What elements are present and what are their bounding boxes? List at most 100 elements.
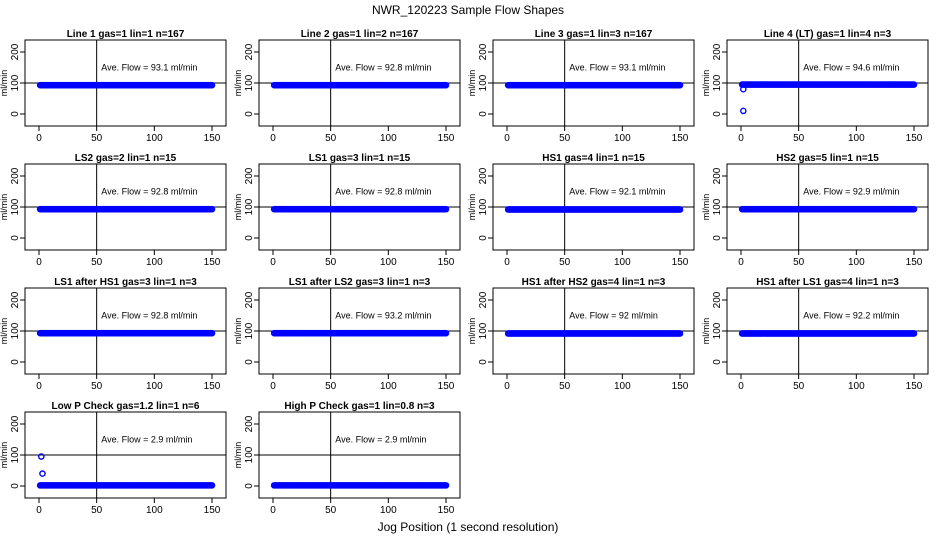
y-axis-label: ml/min <box>467 194 477 221</box>
panel-3: Line 3 gas=1 lin=3 n=167 0 50 100 150 0 100 200… <box>467 29 695 144</box>
x-tick-label: 150 <box>906 257 923 268</box>
y-tick-label: 100 <box>478 322 489 339</box>
x-tick-label: 50 <box>793 257 805 268</box>
y-axis-label: ml/min <box>233 194 243 221</box>
panel-4: Line 4 (LT) gas=1 lin=4 n=3 0 50 100 150 0 100… <box>701 29 929 144</box>
panel-title: HS2 gas=5 lin=1 n=15 <box>776 153 879 164</box>
data-points <box>36 205 216 213</box>
ave-flow-annotation: Ave. Flow = 2.9 ml/min <box>101 435 192 445</box>
y-tick-label: 100 <box>244 322 255 339</box>
y-tick-label: 200 <box>244 291 255 308</box>
y-tick-label: 100 <box>10 74 21 91</box>
panel-title: Low P Check gas=1.2 lin=1 n=6 <box>52 401 200 412</box>
y-axis-label: ml/min <box>0 70 9 97</box>
x-tick-label: 150 <box>672 381 689 392</box>
x-tick-label: 50 <box>91 505 103 516</box>
data-point <box>208 81 216 89</box>
y-tick-label: 200 <box>244 43 255 60</box>
y-tick-label: 200 <box>244 167 255 184</box>
x-tick-label: 150 <box>672 257 689 268</box>
y-tick-label: 200 <box>478 167 489 184</box>
panel-title: LS1 after LS2 gas=3 lin=1 n=3 <box>289 277 431 288</box>
ave-flow-annotation: Ave. Flow = 92.8 ml/min <box>335 187 431 197</box>
panel-12: HS1 after LS1 gas=4 lin=1 n=3 0 50 100 150 0 1… <box>701 277 929 392</box>
data-point-outlier <box>740 107 747 115</box>
y-tick-label: 200 <box>10 291 21 308</box>
data-points <box>36 329 216 337</box>
data-point-outlier <box>740 85 747 93</box>
y-tick-label: 100 <box>10 446 21 463</box>
x-tick-label: 100 <box>614 257 631 268</box>
x-tick-label: 50 <box>325 505 337 516</box>
y-tick-label: 200 <box>712 291 723 308</box>
y-tick-label: 100 <box>244 74 255 91</box>
x-tick-label: 100 <box>146 133 163 144</box>
x-tick-label: 100 <box>380 133 397 144</box>
panel-title: Line 3 gas=1 lin=3 n=167 <box>535 29 653 40</box>
x-tick-label: 50 <box>559 257 571 268</box>
data-point <box>442 329 450 337</box>
x-tick-label: 0 <box>738 133 744 144</box>
x-tick-label: 50 <box>91 257 103 268</box>
y-tick-label: 200 <box>478 43 489 60</box>
y-tick-label: 200 <box>244 415 255 432</box>
panel-14: High P Check gas=1 lin=0.8 n=3 0 50 100 150 0… <box>233 401 461 516</box>
y-tick-label: 0 <box>10 483 21 489</box>
x-tick-label: 100 <box>146 257 163 268</box>
x-tick-label: 150 <box>204 381 221 392</box>
panel-2: Line 2 gas=1 lin=2 n=167 0 50 100 150 0 100 200… <box>233 29 461 144</box>
data-point <box>910 205 918 213</box>
x-tick-label: 0 <box>36 133 42 144</box>
x-tick-label: 0 <box>270 505 276 516</box>
y-tick-label: 0 <box>10 235 21 241</box>
x-tick-label: 0 <box>738 257 744 268</box>
panel-title: Line 1 gas=1 lin=1 n=167 <box>67 29 185 40</box>
y-tick-label: 100 <box>712 322 723 339</box>
y-tick-label: 200 <box>10 415 21 432</box>
ave-flow-annotation: Ave. Flow = 92 ml/min <box>569 311 658 321</box>
x-tick-label: 150 <box>204 505 221 516</box>
panel-title: High P Check gas=1 lin=0.8 n=3 <box>284 401 435 412</box>
data-points <box>738 205 918 213</box>
data-point <box>208 329 216 337</box>
y-tick-label: 0 <box>244 235 255 241</box>
ave-flow-annotation: Ave. Flow = 92.1 ml/min <box>569 187 665 197</box>
x-tick-label: 100 <box>146 381 163 392</box>
y-tick-label: 100 <box>244 198 255 215</box>
y-tick-label: 100 <box>10 198 21 215</box>
x-tick-label: 100 <box>380 505 397 516</box>
y-axis-label: ml/min <box>701 70 711 97</box>
x-tick-label: 50 <box>559 381 571 392</box>
x-tick-label: 0 <box>270 133 276 144</box>
data-points <box>270 81 450 89</box>
x-tick-label: 0 <box>270 257 276 268</box>
data-points <box>36 81 216 89</box>
y-tick-label: 200 <box>478 291 489 308</box>
panel-9: LS1 after HS1 gas=3 lin=1 n=3 0 50 100 150 0 1… <box>0 277 227 392</box>
x-tick-label: 0 <box>270 381 276 392</box>
y-tick-label: 200 <box>10 167 21 184</box>
x-tick-label: 150 <box>204 257 221 268</box>
x-tick-label: 50 <box>559 133 571 144</box>
panel-grid: Line 1 gas=1 lin=1 n=167 0 50 100 150 0 100 200… <box>0 29 929 516</box>
y-axis-label: ml/min <box>701 318 711 345</box>
y-tick-label: 0 <box>244 359 255 365</box>
data-point <box>442 205 450 213</box>
x-tick-label: 100 <box>848 257 865 268</box>
panel-title: Line 2 gas=1 lin=2 n=167 <box>301 29 419 40</box>
x-tick-label: 150 <box>204 133 221 144</box>
y-tick-label: 0 <box>478 111 489 117</box>
data-points <box>270 329 450 337</box>
x-tick-label: 150 <box>906 133 923 144</box>
data-point <box>910 330 918 337</box>
data-point <box>442 482 450 489</box>
y-tick-label: 0 <box>10 111 21 117</box>
x-tick-label: 0 <box>738 381 744 392</box>
panel-title: LS1 after HS1 gas=3 lin=1 n=3 <box>54 277 197 288</box>
ave-flow-annotation: Ave. Flow = 92.8 ml/min <box>101 187 197 197</box>
y-tick-label: 0 <box>712 235 723 241</box>
x-tick-label: 50 <box>793 381 805 392</box>
panel-title: LS2 gas=2 lin=1 n=15 <box>75 153 177 164</box>
panel-11: HS1 after HS2 gas=4 lin=1 n=3 0 50 100 150 0 1… <box>467 277 695 392</box>
